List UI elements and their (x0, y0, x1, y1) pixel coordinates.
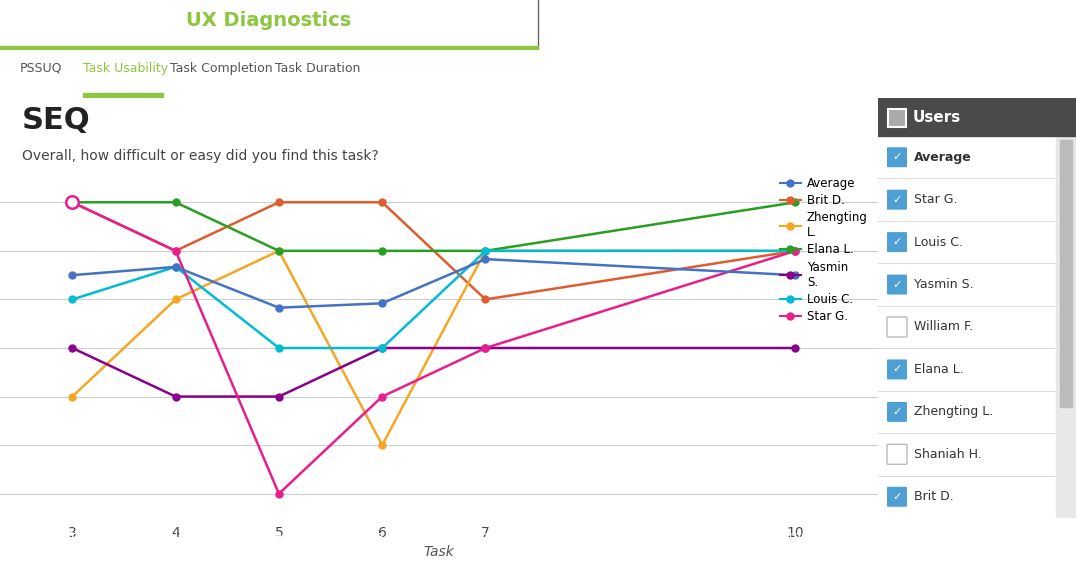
Bar (878, 98, 1076, 136)
FancyBboxPatch shape (887, 444, 907, 464)
Louis C. (479, 247, 492, 254)
Brit D. (66, 199, 79, 206)
Louis C. (789, 247, 802, 254)
FancyBboxPatch shape (887, 402, 907, 422)
Bar (1060, 140, 1072, 408)
Bar (0, 46, 538, 50)
Text: Louis C.: Louis C. (914, 236, 963, 248)
Zhengting
L. (376, 442, 388, 449)
Star G. (169, 247, 182, 254)
Bar (1056, 136, 1076, 518)
Line: Brit D.: Brit D. (69, 199, 798, 303)
FancyBboxPatch shape (887, 317, 907, 337)
Star G. (66, 199, 79, 206)
Star G. (479, 345, 492, 352)
Brit D. (376, 199, 388, 206)
Line: Zhengting
L.: Zhengting L. (69, 247, 798, 448)
Average (789, 272, 802, 279)
Text: ✓: ✓ (892, 280, 902, 290)
Text: Average: Average (914, 151, 972, 164)
FancyBboxPatch shape (887, 487, 907, 507)
FancyBboxPatch shape (887, 360, 907, 380)
Text: Shaniah H.: Shaniah H. (914, 448, 981, 461)
Text: Task Completion: Task Completion (170, 62, 272, 75)
Text: available within the business major?: available within the business major? (14, 556, 242, 568)
Text: SEQ: SEQ (22, 106, 90, 135)
Text: ✓: ✓ (892, 195, 902, 205)
Zhengting
L. (789, 247, 802, 254)
Average (376, 300, 388, 307)
Text: Task Duration: Task Duration (275, 62, 360, 75)
Brit D. (272, 199, 285, 206)
Line: Elana L.: Elana L. (69, 199, 798, 254)
Brit D. (169, 247, 182, 254)
Elana L. (272, 247, 285, 254)
Elana L. (66, 199, 79, 206)
Average (479, 255, 492, 262)
Zhengting
L. (66, 393, 79, 400)
Zhengting
L. (272, 247, 285, 254)
Star G. (376, 393, 388, 400)
Yasmin
S. (272, 393, 285, 400)
Text: William F.: William F. (914, 321, 973, 333)
Text: ✓: ✓ (892, 364, 902, 374)
Line: Star G.: Star G. (69, 199, 798, 497)
Text: Yasmin S.: Yasmin S. (914, 278, 974, 291)
Bar (888, 109, 906, 127)
Elana L. (376, 247, 388, 254)
Yasmin
S. (789, 345, 802, 352)
Legend: Average, Brit D., Zhengting
L., Elana L., Yasmin
S., Louis C., Star G.: Average, Brit D., Zhengting L., Elana L.… (780, 177, 867, 323)
Text: UX Diagnostics: UX Diagnostics (186, 12, 352, 30)
Text: ✓: ✓ (892, 237, 902, 247)
FancyBboxPatch shape (887, 232, 907, 252)
Text: ✓: ✓ (892, 152, 902, 162)
Yasmin
S. (376, 345, 388, 352)
Text: Star G.: Star G. (914, 193, 958, 206)
FancyBboxPatch shape (887, 147, 907, 167)
Line: Louis C.: Louis C. (69, 247, 798, 352)
Zhengting
L. (479, 247, 492, 254)
Yasmin
S. (479, 345, 492, 352)
Line: Average: Average (69, 255, 798, 311)
Elana L. (169, 199, 182, 206)
Bar (83, 93, 162, 97)
Text: Overall, how difficult or easy did you find this task?: Overall, how difficult or easy did you f… (22, 149, 379, 163)
Star G. (272, 490, 285, 497)
Yasmin
S. (169, 393, 182, 400)
Text: Task 3 : You're interested in doing a business major. Where can you find more in: Task 3 : You're interested in doing a bu… (14, 530, 918, 543)
Text: Brit D.: Brit D. (914, 490, 953, 503)
Star G. (789, 247, 802, 254)
FancyBboxPatch shape (887, 275, 907, 294)
Zhengting
L. (169, 296, 182, 303)
Text: UX Crowd: UX Crowd (753, 12, 861, 30)
Average (169, 264, 182, 271)
Louis C. (272, 345, 285, 352)
Brit D. (479, 296, 492, 303)
Text: Zhengting L.: Zhengting L. (914, 405, 993, 419)
Yasmin
S. (66, 345, 79, 352)
X-axis label: Task: Task (424, 545, 454, 559)
Elana L. (479, 247, 492, 254)
Text: Users: Users (914, 110, 961, 125)
Louis C. (66, 296, 79, 303)
Text: Elana L.: Elana L. (914, 363, 964, 376)
FancyBboxPatch shape (887, 189, 907, 210)
Brit D. (789, 247, 802, 254)
Text: ✓: ✓ (892, 407, 902, 417)
Elana L. (789, 199, 802, 206)
Text: ✓: ✓ (892, 492, 902, 502)
Text: Task Usability: Task Usability (83, 62, 168, 75)
Louis C. (169, 264, 182, 271)
Text: PSSUQ: PSSUQ (20, 62, 62, 75)
Louis C. (376, 345, 388, 352)
Line: Yasmin
S.: Yasmin S. (69, 345, 798, 400)
Average (272, 304, 285, 311)
Average (66, 272, 79, 279)
